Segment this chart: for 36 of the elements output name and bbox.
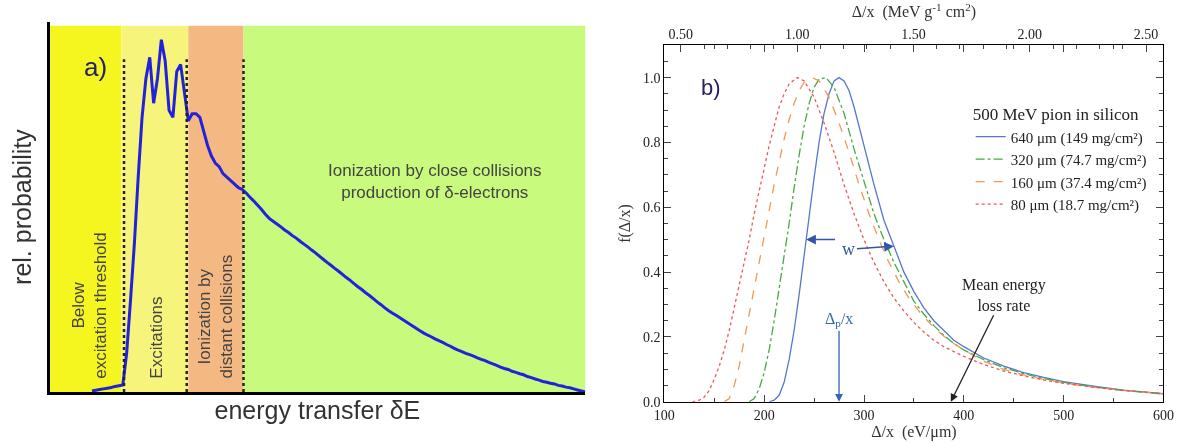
annotation: a) xyxy=(84,52,108,82)
legend-title: 500 MeV pion in silicon xyxy=(972,105,1140,125)
x2-axis-title: Δ/x (MeV g$^{-1}$ cm$^{2}$) xyxy=(851,0,977,22)
x-tick-label: 200 xyxy=(753,407,775,423)
legend-label: 160 μm (37.4 mg/cm²) xyxy=(1010,174,1147,192)
x-axis-title: energy transfer δE xyxy=(214,396,421,425)
y-tick-label: 0.0 xyxy=(643,394,661,410)
x-tick-label: 600 xyxy=(1152,407,1174,423)
y-tick-label: 0.4 xyxy=(643,265,661,281)
y-axis-title: rel. probability xyxy=(8,128,37,285)
y-tick-label: 0.2 xyxy=(643,329,661,345)
annotation: Below excitation threshold xyxy=(68,232,110,379)
x2-tick-label: 1.00 xyxy=(784,26,810,42)
x2-tick-label: 2.00 xyxy=(1017,26,1042,42)
annotation: Mean energy loss rate xyxy=(962,276,1046,314)
legend-label: 640 μm (149 mg/cm²) xyxy=(1010,129,1143,147)
annotation: Ionization by close collisions production of δ-electrons xyxy=(328,161,542,203)
x-tick-label: 500 xyxy=(1053,407,1075,423)
annotation: Ionization by distant collisions xyxy=(194,254,236,379)
annotation: w xyxy=(842,239,855,259)
x-tick-label: 300 xyxy=(853,407,875,423)
legend-label: 320 μm (74.7 mg/cm²) xyxy=(1010,152,1147,170)
annotation: b) xyxy=(701,75,721,100)
x-axis-title: Δ/x (eV/μm) xyxy=(871,423,957,442)
y-tick-label: 0.6 xyxy=(643,200,661,216)
x2-tick-label: 0.50 xyxy=(668,26,694,42)
legend-label: 80 μm (18.7 mg/cm²) xyxy=(1010,197,1140,215)
x-tick-label: 400 xyxy=(953,407,975,423)
y-tick-label: 1.0 xyxy=(643,70,661,86)
x-tick-label: 100 xyxy=(653,407,675,423)
x2-tick-label: 2.50 xyxy=(1133,26,1159,42)
annotation: Excitations xyxy=(146,296,166,379)
y-tick-label: 0.8 xyxy=(643,135,661,151)
y-axis-title: f(Δ/x) xyxy=(615,204,634,243)
annotation: Δ$_{p}$/x xyxy=(825,310,854,330)
x2-tick-label: 1.50 xyxy=(901,26,926,42)
